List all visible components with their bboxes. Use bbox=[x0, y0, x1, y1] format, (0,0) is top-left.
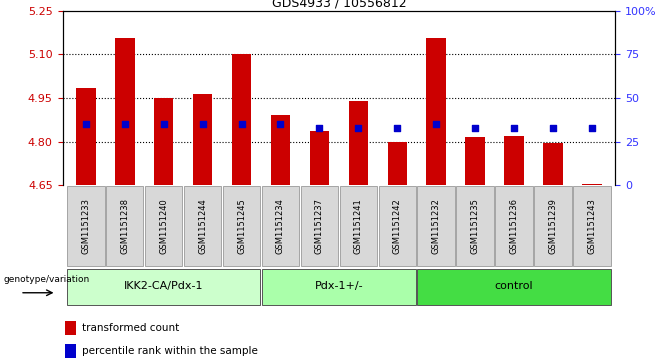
Bar bbox=[184, 186, 221, 266]
Point bbox=[120, 121, 130, 127]
Bar bbox=[340, 186, 377, 266]
Bar bbox=[65, 321, 76, 335]
Text: GSM1151237: GSM1151237 bbox=[315, 198, 324, 254]
Bar bbox=[65, 344, 76, 358]
Bar bbox=[417, 269, 611, 305]
Text: genotype/variation: genotype/variation bbox=[3, 275, 89, 284]
Bar bbox=[388, 142, 407, 185]
Bar bbox=[270, 115, 290, 185]
Point bbox=[353, 125, 364, 131]
Text: GSM1151240: GSM1151240 bbox=[159, 198, 168, 254]
Text: percentile rank within the sample: percentile rank within the sample bbox=[82, 346, 258, 356]
Point bbox=[431, 121, 442, 127]
Bar bbox=[426, 38, 446, 185]
Text: Pdx-1+/-: Pdx-1+/- bbox=[315, 281, 363, 291]
Bar bbox=[67, 269, 261, 305]
Bar bbox=[262, 186, 299, 266]
Point bbox=[392, 125, 403, 131]
Text: GSM1151236: GSM1151236 bbox=[509, 198, 519, 254]
Text: GSM1151242: GSM1151242 bbox=[393, 198, 402, 254]
Bar bbox=[106, 186, 143, 266]
Bar bbox=[76, 88, 95, 185]
Text: transformed count: transformed count bbox=[82, 323, 179, 333]
Point bbox=[197, 121, 208, 127]
Text: control: control bbox=[495, 281, 534, 291]
Bar bbox=[154, 98, 174, 185]
Text: GSM1151233: GSM1151233 bbox=[82, 198, 90, 254]
Text: GSM1151241: GSM1151241 bbox=[354, 198, 363, 254]
Bar bbox=[465, 137, 485, 185]
Bar bbox=[504, 136, 524, 185]
Text: GSM1151243: GSM1151243 bbox=[588, 198, 596, 254]
Point bbox=[159, 121, 169, 127]
Bar bbox=[145, 186, 182, 266]
Point bbox=[314, 125, 324, 131]
Text: GSM1151244: GSM1151244 bbox=[198, 198, 207, 254]
Bar bbox=[223, 186, 261, 266]
Bar bbox=[378, 186, 416, 266]
Point bbox=[275, 121, 286, 127]
Bar bbox=[301, 186, 338, 266]
Bar bbox=[67, 186, 105, 266]
Point bbox=[587, 125, 597, 131]
Text: GSM1151232: GSM1151232 bbox=[432, 198, 441, 254]
Bar bbox=[232, 54, 251, 185]
Point bbox=[547, 125, 558, 131]
Bar bbox=[457, 186, 494, 266]
Bar bbox=[115, 38, 134, 185]
Bar bbox=[544, 143, 563, 185]
Text: GSM1151235: GSM1151235 bbox=[470, 198, 480, 254]
Bar bbox=[193, 94, 213, 185]
Point bbox=[236, 121, 247, 127]
Bar bbox=[417, 186, 455, 266]
Bar bbox=[495, 186, 533, 266]
Bar bbox=[310, 131, 329, 185]
Bar bbox=[573, 186, 611, 266]
Text: GSM1151234: GSM1151234 bbox=[276, 198, 285, 254]
Bar bbox=[349, 101, 368, 185]
Text: GSM1151245: GSM1151245 bbox=[237, 198, 246, 254]
Text: GSM1151238: GSM1151238 bbox=[120, 198, 129, 254]
Text: GSM1151239: GSM1151239 bbox=[549, 198, 557, 254]
Title: GDS4933 / 10556812: GDS4933 / 10556812 bbox=[272, 0, 406, 10]
Bar bbox=[534, 186, 572, 266]
Bar bbox=[262, 269, 416, 305]
Point bbox=[509, 125, 519, 131]
Bar bbox=[582, 184, 601, 185]
Text: IKK2-CA/Pdx-1: IKK2-CA/Pdx-1 bbox=[124, 281, 203, 291]
Point bbox=[470, 125, 480, 131]
Point bbox=[80, 121, 91, 127]
